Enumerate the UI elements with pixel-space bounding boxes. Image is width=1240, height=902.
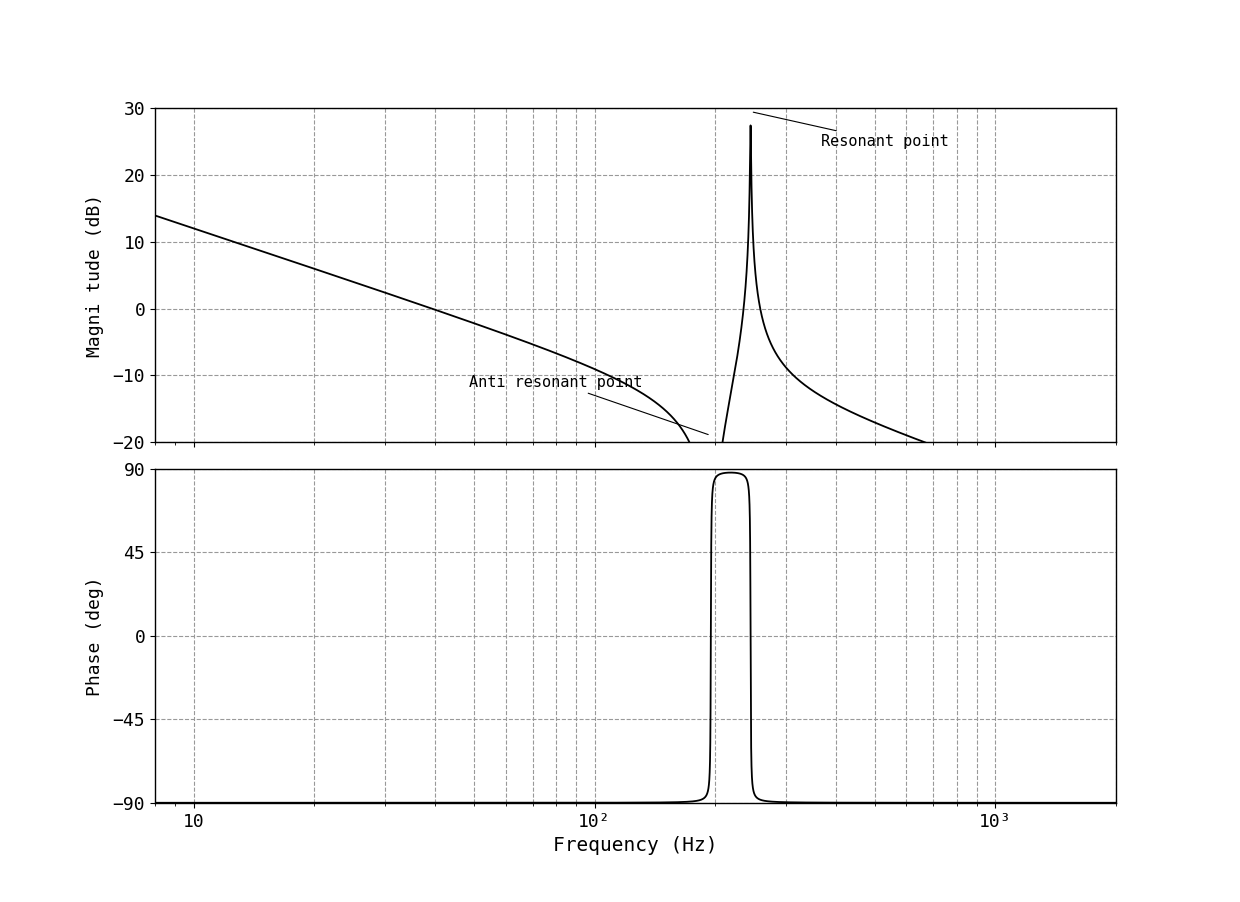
Text: Resonant point: Resonant point [753, 112, 949, 149]
Y-axis label: Phase (deg): Phase (deg) [87, 576, 104, 695]
Y-axis label: Magni tude (dB): Magni tude (dB) [87, 194, 104, 357]
X-axis label: Frequency (Hz): Frequency (Hz) [553, 836, 718, 855]
Text: Anti resonant point: Anti resonant point [469, 374, 708, 435]
